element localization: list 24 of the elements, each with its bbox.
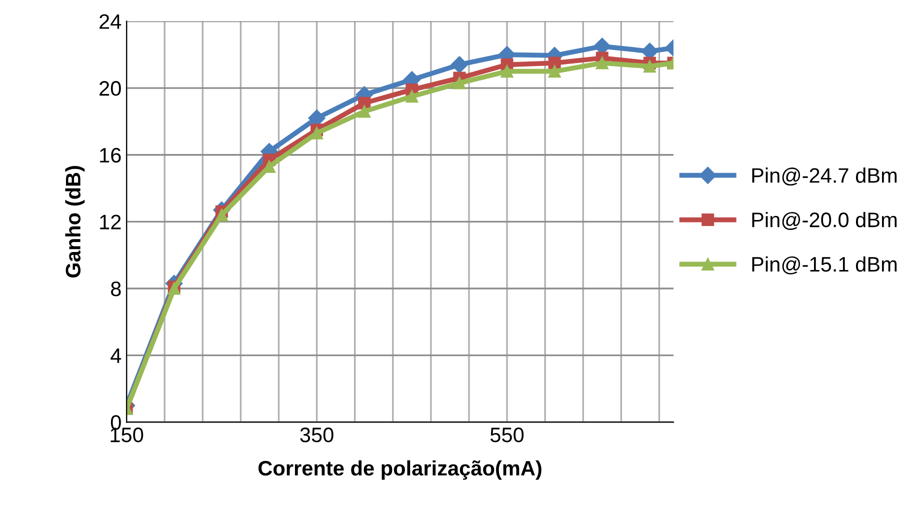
y-tick-label: 12 [100,214,121,230]
point [310,126,324,140]
legend-label: Pin@-24.7 dBm [752,168,897,186]
x-axis-title: Corrente de polarização(mA) [258,460,542,480]
legend-label: Pin@-15.1 dBm [752,256,897,274]
point [453,76,466,90]
x-tick-label: 150 [110,428,144,442]
point [500,65,514,78]
x-tick-label: 550 [490,428,524,442]
x-tick-label: 350 [300,428,334,442]
y-tick-label: 20 [100,81,121,96]
point [358,105,371,118]
point [643,60,656,73]
y-tick-label: 8 [111,282,121,296]
point [406,90,418,103]
y-tick-label: 16 [100,148,121,163]
legend-label: Pin@-20.0 dBm [752,212,897,230]
point [596,56,608,70]
y-axis-title: Ganho (dB) [65,166,85,278]
y-tick-label: 24 [100,14,122,29]
point [548,65,561,78]
point [215,208,228,222]
y-tick-label: 4 [110,348,122,363]
point [450,56,468,74]
